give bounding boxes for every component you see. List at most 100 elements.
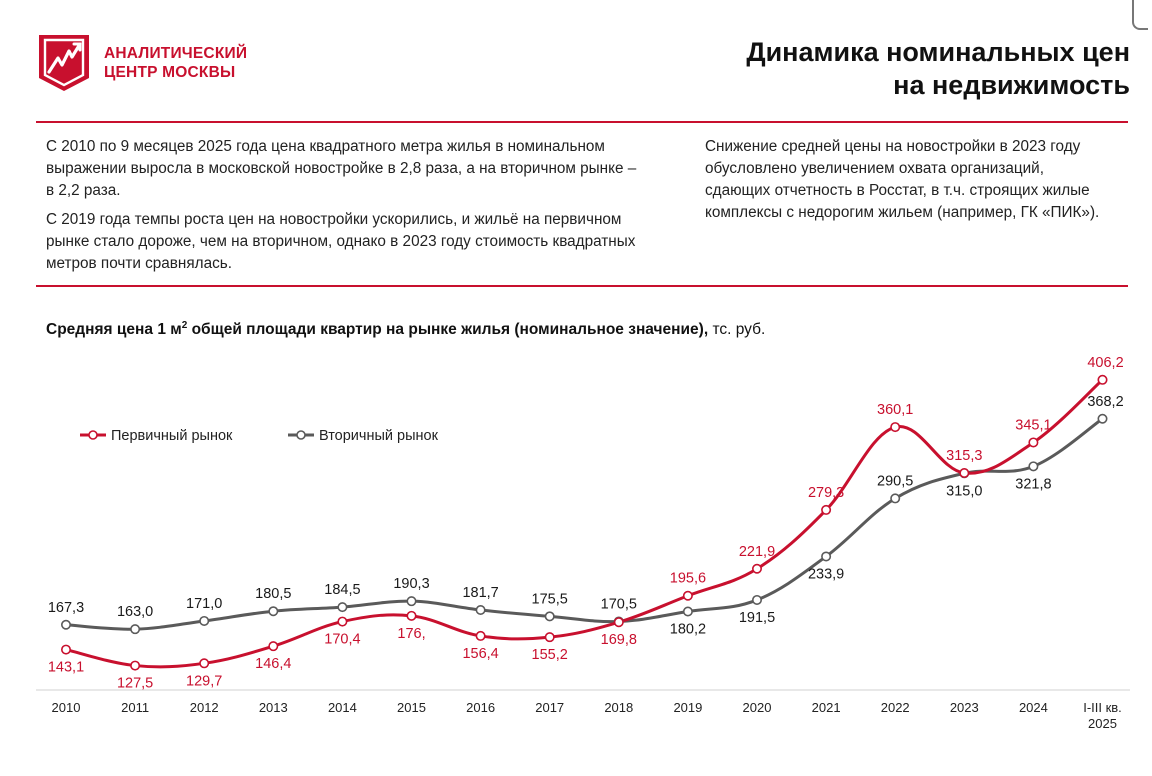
data-point-primary	[130, 660, 141, 671]
page-title-line-2: на недвижимость	[893, 70, 1130, 100]
data-point-primary	[890, 422, 901, 433]
data-label-secondary: 167,3	[48, 600, 84, 616]
x-tick-label: 2020	[743, 700, 772, 715]
data-point-primary	[613, 617, 624, 628]
data-label-secondary: 181,7	[462, 585, 498, 601]
data-point-secondary	[60, 619, 71, 630]
data-point-secondary	[199, 615, 210, 626]
data-label-secondary: 171,0	[186, 596, 222, 612]
summary-right: Снижение средней цены на новостройки в 2…	[705, 138, 1100, 221]
data-point-secondary	[130, 624, 141, 635]
data-point-primary	[682, 590, 693, 601]
data-point-secondary	[1028, 461, 1039, 472]
x-tick-label: 2011	[121, 700, 149, 715]
data-label-primary: 406,2	[1087, 355, 1123, 371]
summary-left: С 2010 по 9 месяцев 2025 года цена квадр…	[46, 136, 646, 282]
series-line-secondary	[64, 417, 1104, 631]
data-label-primary: 345,1	[1015, 417, 1051, 433]
data-label-primary: 195,6	[670, 571, 706, 587]
data-point-secondary	[682, 606, 693, 617]
legend-label-primary: Первичный рынок	[111, 428, 233, 444]
data-label-secondary: 170,5	[601, 596, 637, 612]
data-point-secondary	[890, 493, 901, 504]
data-point-secondary	[337, 602, 348, 613]
x-tick-label: 2021	[812, 700, 841, 715]
x-tick-label: 2010	[52, 700, 81, 715]
x-tick-label: I-III кв.	[1083, 700, 1122, 715]
data-label-secondary: 184,5	[324, 582, 360, 598]
logo-line-2: ЦЕНТР МОСКВЫ	[104, 64, 236, 81]
data-label-secondary: 190,3	[393, 576, 429, 592]
logo-line-1: АНАЛИТИЧЕСКИЙ	[104, 45, 248, 62]
data-point-primary	[1028, 437, 1039, 448]
logo: АНАЛИТИЧЕСКИЙ ЦЕНТР МОСКВЫ	[36, 32, 247, 94]
data-label-primary: 146,4	[255, 656, 291, 672]
x-tick-label-year: 2025	[1088, 716, 1117, 731]
data-point-secondary	[268, 606, 279, 617]
chart-title-bold-pre: Средняя цена 1 м	[46, 321, 182, 339]
data-label-primary: 221,9	[739, 544, 775, 560]
data-point-primary	[959, 468, 970, 479]
x-tick-label: 2023	[950, 700, 979, 715]
series-line-primary	[64, 378, 1104, 669]
summary-paragraph-2: С 2019 года темпы роста цен на новострой…	[46, 211, 636, 272]
data-point-primary	[406, 610, 417, 621]
data-point-primary	[475, 630, 486, 641]
legend-marker-secondary	[296, 430, 306, 440]
data-label-primary: 169,8	[601, 632, 637, 648]
data-label-primary: 127,5	[117, 676, 153, 692]
divider-bottom	[36, 285, 1128, 287]
data-point-primary	[751, 563, 762, 574]
data-label-primary: 143,1	[48, 660, 84, 676]
data-point-secondary	[821, 551, 832, 562]
page-title-line-1: Динамика номинальных цен	[746, 37, 1130, 67]
page-title: Динамика номинальных цен на недвижимость	[746, 36, 1130, 102]
data-point-primary	[199, 658, 210, 669]
data-point-secondary	[475, 604, 486, 615]
data-point-secondary	[544, 611, 555, 622]
x-tick-label: 2015	[397, 700, 426, 715]
data-label-secondary: 233,9	[808, 566, 844, 582]
x-tick-label: 2014	[328, 700, 357, 715]
chart-title-bold-post: общей площади квартир на рынке жилья (но…	[187, 321, 709, 339]
x-tick-label: 2017	[535, 700, 564, 715]
data-label-primary: 279,3	[808, 485, 844, 501]
chart-title: Средняя цена 1 м2 общей площади квартир …	[46, 320, 765, 339]
data-point-secondary	[1097, 413, 1108, 424]
data-point-primary	[1097, 374, 1108, 385]
data-label-primary: 155,2	[532, 647, 568, 663]
x-tick-label: 2024	[1019, 700, 1048, 715]
data-label-secondary: 290,5	[877, 473, 913, 489]
data-label-secondary: 191,5	[739, 610, 775, 626]
data-label-secondary: 180,2	[670, 622, 706, 638]
chart-title-sup: 2	[181, 320, 188, 331]
x-tick-label: 2012	[190, 700, 219, 715]
data-label-secondary: 368,2	[1087, 394, 1123, 410]
data-point-primary	[544, 632, 555, 643]
logo-emblem-icon	[39, 35, 89, 91]
data-label-primary: 360,1	[877, 402, 913, 418]
data-point-primary	[60, 644, 71, 655]
summary-paragraph-1: С 2010 по 9 месяцев 2025 года цена квадр…	[46, 138, 637, 199]
x-tick-label: 2018	[604, 700, 633, 715]
data-label-primary: 315,3	[946, 448, 982, 464]
data-label-secondary: 315,0	[946, 483, 982, 499]
x-tick-label: 2016	[466, 700, 495, 715]
data-point-primary	[821, 504, 832, 515]
x-tick-label: 2013	[259, 700, 288, 715]
data-label-secondary: 163,0	[117, 604, 153, 620]
data-label-primary: 129,7	[186, 673, 222, 689]
data-label-primary: 170,4	[324, 632, 360, 648]
data-label-primary: 156,4	[462, 646, 498, 662]
legend-marker-primary	[88, 430, 98, 440]
data-label-primary: 176,	[397, 626, 425, 642]
divider-top	[36, 121, 1128, 123]
legend-label-secondary: Вторичный рынок	[319, 428, 439, 444]
data-point-secondary	[751, 594, 762, 605]
data-label-secondary: 175,5	[532, 591, 568, 607]
chart-title-unit: тс. руб.	[708, 321, 766, 339]
data-point-secondary	[406, 596, 417, 607]
data-label-secondary: 180,5	[255, 586, 291, 602]
data-label-secondary: 321,8	[1015, 476, 1051, 492]
